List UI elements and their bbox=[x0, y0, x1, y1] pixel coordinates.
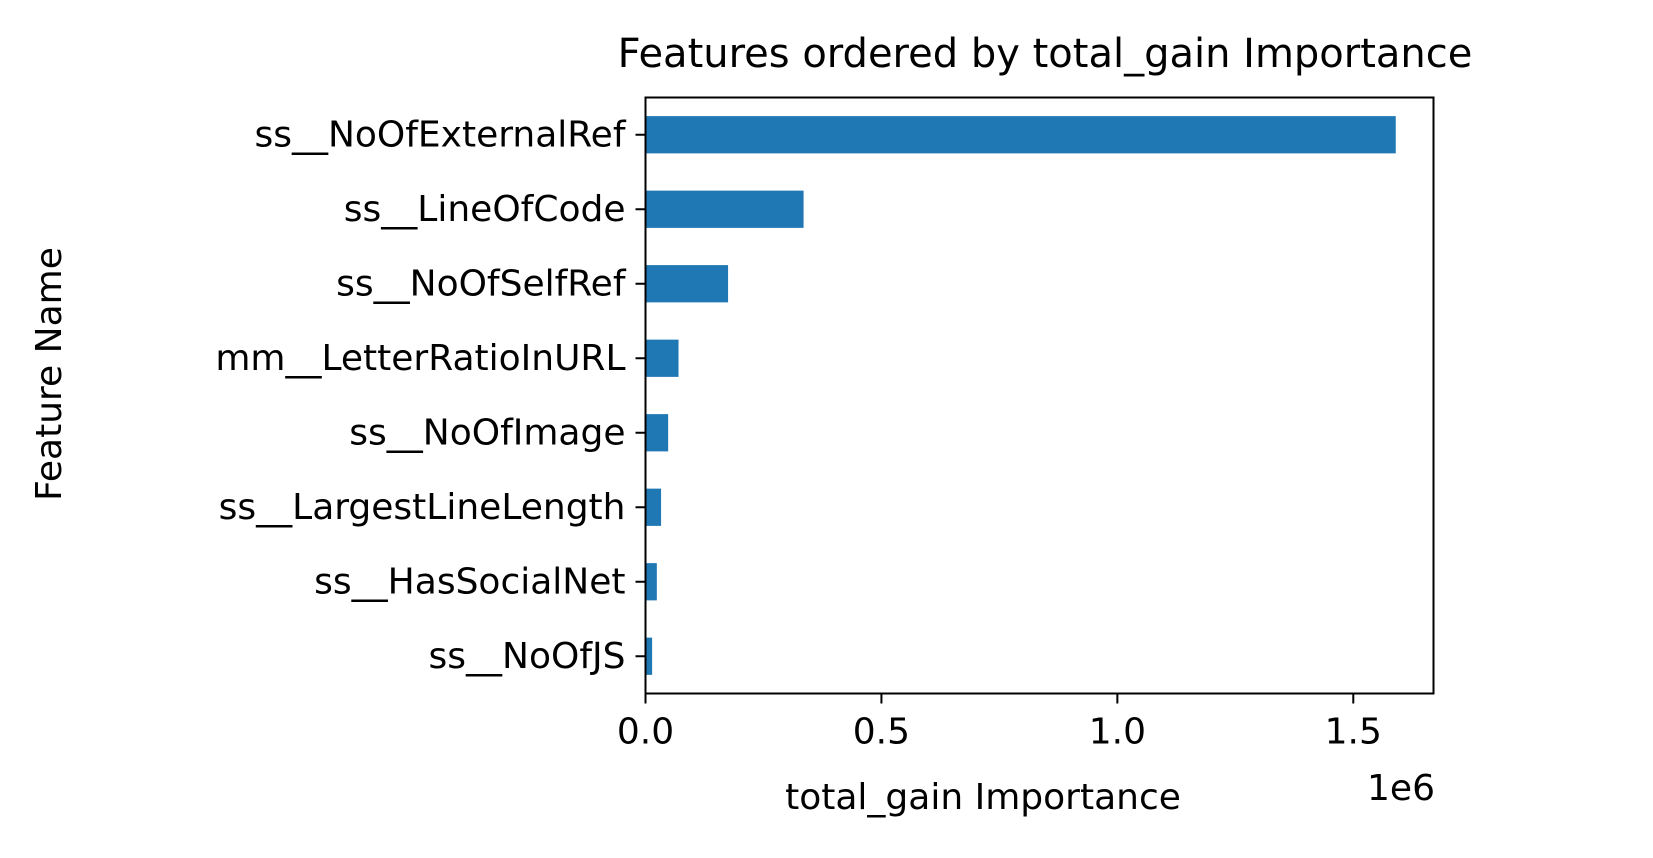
bar bbox=[645, 563, 657, 601]
bar bbox=[645, 116, 1396, 154]
x-tick-label: 0.0 bbox=[617, 712, 674, 753]
bar bbox=[645, 488, 662, 526]
x-tick-label: 0.5 bbox=[853, 712, 910, 753]
bar bbox=[645, 190, 804, 228]
x-axis-ticks: 0.0 0.5 1.0 1.5 bbox=[617, 693, 1382, 753]
y-tick-label: ss__NoOfJS bbox=[429, 636, 626, 677]
x-axis-label: total_gain Importance bbox=[785, 777, 1181, 818]
x-tick-label: 1.5 bbox=[1325, 712, 1382, 753]
chart-title: Features ordered by total_gain Importanc… bbox=[618, 31, 1473, 77]
y-axis-label: Feature Name bbox=[29, 247, 70, 501]
x-tick-label: 1.0 bbox=[1089, 712, 1146, 753]
bar bbox=[645, 265, 729, 303]
bar bbox=[645, 414, 669, 452]
bar bbox=[645, 637, 653, 675]
y-tick-label: ss__NoOfImage bbox=[349, 412, 625, 453]
y-tick-label: ss__LargestLineLength bbox=[219, 487, 626, 528]
y-tick-label: ss__NoOfExternalRef bbox=[254, 114, 626, 155]
y-tick-label: mm__LetterRatioInURL bbox=[215, 338, 625, 379]
bars-group bbox=[645, 116, 1396, 675]
x-axis-offset-label: 1e6 bbox=[1367, 768, 1435, 809]
y-axis-ticks: ss__NoOfExternalRef ss__LineOfCode ss__NoO… bbox=[215, 114, 646, 677]
y-tick-label: ss__LineOfCode bbox=[344, 189, 626, 230]
y-tick-label: ss__NoOfSelfRef bbox=[336, 263, 627, 304]
plot-frame bbox=[644, 96, 1435, 695]
bar bbox=[645, 339, 679, 377]
y-tick-label: ss__HasSocialNet bbox=[314, 561, 625, 602]
